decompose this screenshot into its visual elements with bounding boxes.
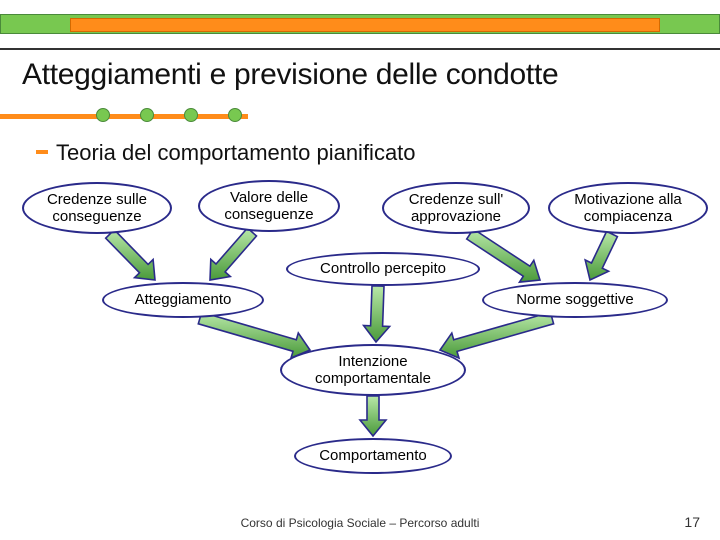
header-decoration: [0, 0, 720, 36]
accent-dot: [184, 108, 198, 122]
node-label: Intenzione: [338, 353, 407, 370]
diagram-node-n2: Valore delleconseguenze: [198, 180, 340, 232]
diagram-node-n5: Controllo percepito: [286, 252, 480, 286]
diagram-node-n6: Atteggiamento: [102, 282, 264, 318]
arrow-n7-n8: [440, 312, 554, 358]
header-orange-bar: [70, 18, 660, 32]
node-label: conseguenze: [52, 208, 141, 225]
arrow-n1-n6: [106, 230, 155, 280]
header-rule: [0, 48, 720, 50]
accent-line: [0, 114, 248, 119]
node-label: approvazione: [411, 208, 501, 225]
node-label: Motivazione alla: [574, 191, 682, 208]
node-label: Credenze sull': [409, 191, 504, 208]
node-label: Atteggiamento: [135, 291, 232, 308]
accent-dot: [228, 108, 242, 122]
node-label: Valore delle: [230, 189, 308, 206]
subtitle-bullet: [36, 150, 48, 154]
arrow-n8-n9: [360, 396, 386, 436]
node-label: comportamentale: [315, 370, 431, 387]
diagram-node-n4: Motivazione allacompiacenza: [548, 182, 708, 234]
accent-dot: [96, 108, 110, 122]
slide-footer: Corso di Psicologia Sociale – Percorso a…: [0, 516, 720, 530]
page-number: 17: [684, 514, 700, 530]
diagram-node-n3: Credenze sull'approvazione: [382, 182, 530, 234]
node-label: compiacenza: [584, 208, 672, 225]
diagram-node-n9: Comportamento: [294, 438, 452, 474]
arrow-n4-n7: [585, 231, 617, 280]
diagram-node-n8: Intenzionecomportamentale: [280, 344, 466, 396]
arrow-n3-n7: [467, 229, 540, 282]
arrow-n5-n8: [364, 286, 390, 342]
node-label: Norme soggettive: [516, 291, 634, 308]
node-label: conseguenze: [224, 206, 313, 223]
node-label: Controllo percepito: [320, 260, 446, 277]
diagram-node-n1: Credenze sulleconseguenze: [22, 182, 172, 234]
diagram-node-n7: Norme soggettive: [482, 282, 668, 318]
slide-subtitle: Teoria del comportamento pianificato: [56, 140, 416, 166]
accent-dot: [140, 108, 154, 122]
node-label: Comportamento: [319, 447, 427, 464]
arrow-n6-n8: [198, 312, 310, 358]
slide-title: Atteggiamenti e previsione delle condott…: [22, 58, 558, 92]
arrow-n2-n6: [210, 228, 257, 280]
node-label: Credenze sulle: [47, 191, 147, 208]
